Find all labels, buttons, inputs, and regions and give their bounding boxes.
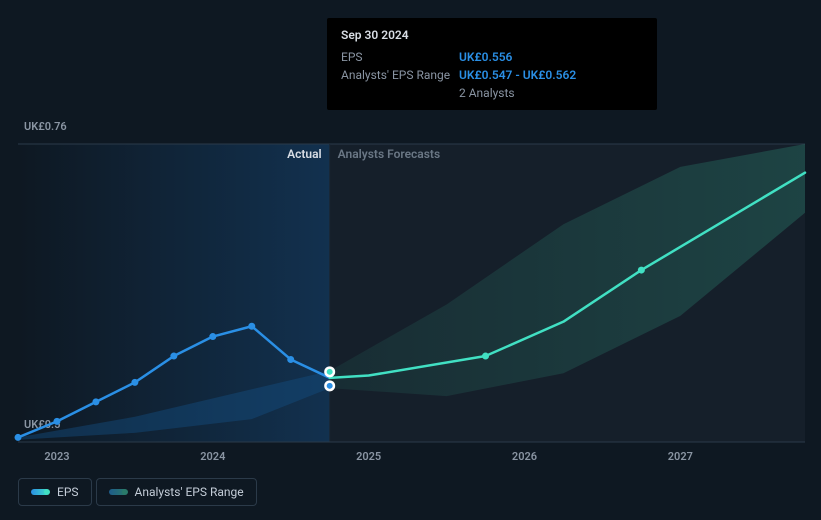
chart-legend: EPS Analysts' EPS Range	[18, 478, 257, 506]
svg-text:Analysts Forecasts: Analysts Forecasts	[338, 147, 440, 161]
legend-label: EPS	[57, 485, 79, 499]
svg-text:UK£0.76: UK£0.76	[24, 120, 67, 133]
tooltip-value: UK£0.547 - UK£0.562	[459, 66, 576, 84]
tooltip-row-range: Analysts' EPS Range UK£0.547 - UK£0.562	[341, 66, 643, 84]
tooltip-date: Sep 30 2024	[341, 28, 643, 42]
chart-tooltip: Sep 30 2024 EPS UK£0.556 Analysts' EPS R…	[327, 18, 657, 110]
legend-label: Analysts' EPS Range	[135, 485, 244, 499]
tooltip-row-eps: EPS UK£0.556	[341, 48, 643, 66]
tooltip-analysts-count: 2 Analysts	[459, 86, 643, 100]
eps-forecast-chart: UK£0.76UK£0.520232024202520262027ActualA…	[0, 0, 821, 520]
legend-swatch-icon	[31, 489, 49, 495]
svg-text:Actual: Actual	[287, 147, 322, 161]
tooltip-value: UK£0.556	[459, 48, 512, 66]
tooltip-label: Analysts' EPS Range	[341, 66, 459, 84]
tooltip-label: EPS	[341, 48, 459, 66]
svg-text:2024: 2024	[200, 450, 225, 463]
svg-text:2027: 2027	[668, 450, 693, 463]
svg-text:2026: 2026	[512, 450, 537, 463]
legend-item-eps[interactable]: EPS	[18, 478, 92, 506]
svg-text:2025: 2025	[356, 450, 381, 463]
legend-swatch-icon	[109, 489, 127, 495]
svg-text:2023: 2023	[44, 450, 69, 463]
legend-item-range[interactable]: Analysts' EPS Range	[96, 478, 257, 506]
